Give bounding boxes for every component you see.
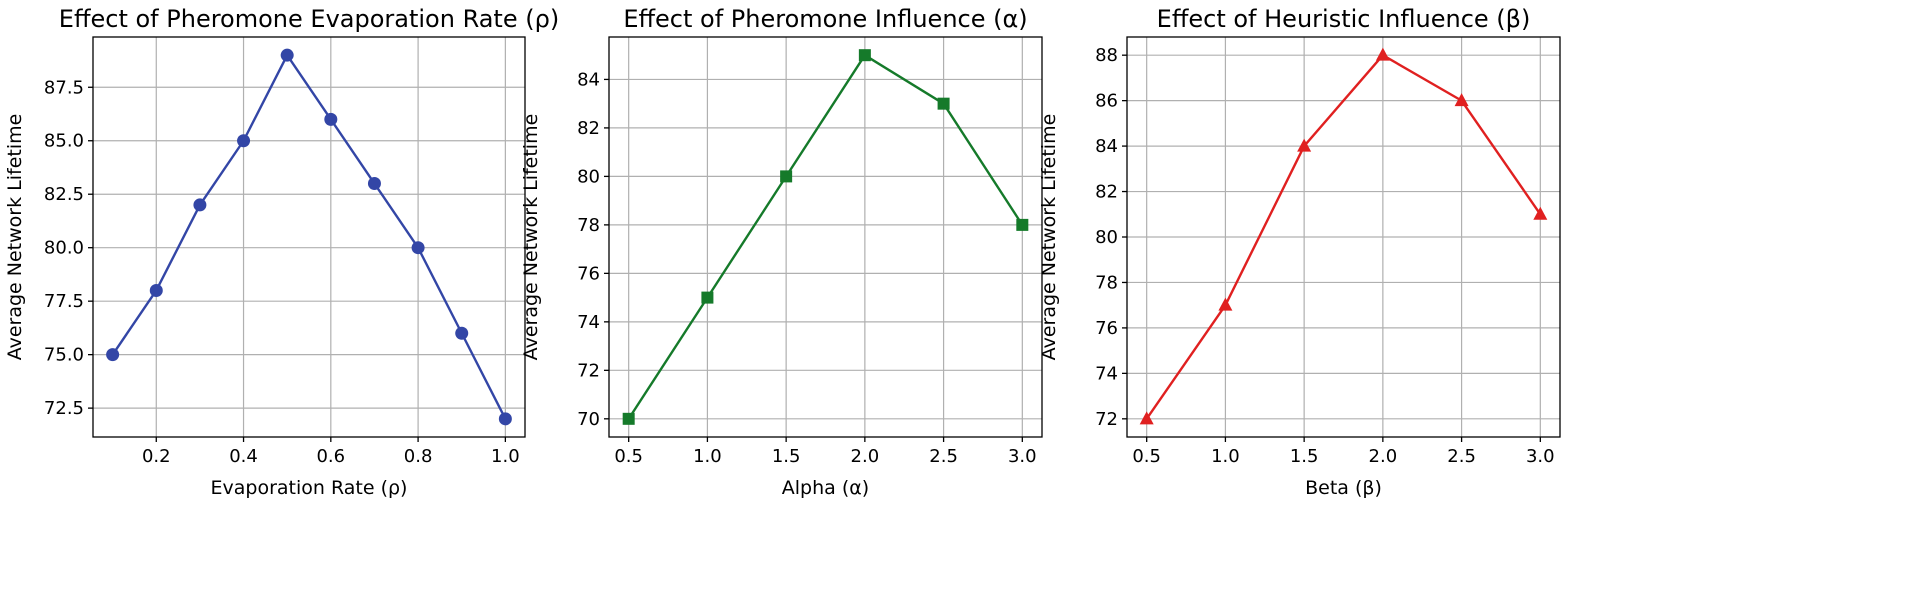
subplot-heuristic-influence: 0.5 1.0 1.5 2.0 2.5 3.0 72 74 76 78 80 82 84 86 88 Effe… — [1038, 5, 1561, 499]
series-line — [111, 53, 507, 420]
data-point-0-2 — [149, 283, 163, 297]
axis-ticks: 0.5 1.0 1.5 2.0 2.5 3.0 70 72 74 76 78 80 82 84 — [577, 69, 1037, 467]
y-tick-label: 78 — [577, 215, 600, 236]
data-markers — [622, 49, 1029, 425]
y-tick-label: 84 — [1095, 136, 1118, 157]
y-tick-label: 70 — [577, 409, 600, 430]
y-tick-label: 72.5 — [44, 398, 84, 419]
y-tick-label: 88 — [1095, 45, 1118, 66]
data-point-0-8 — [411, 241, 425, 255]
data-point-1-5 — [1297, 138, 1312, 152]
x-tick-label: 0.2 — [142, 446, 171, 467]
plot-frame — [608, 36, 1043, 438]
x-tick-label: 0.5 — [1132, 446, 1161, 467]
x-tick-label: 1.5 — [772, 446, 801, 467]
axis-ticks: 0.2 0.4 0.6 0.8 1.0 72.5 75.0 77.5 80.0 82.5 85.0 8… — [44, 77, 520, 467]
y-tick-label: 74 — [577, 312, 600, 333]
subplot-pheromone-influence: 0.5 1.0 1.5 2.0 2.5 3.0 70 72 74 76 78 80 82 84 Effect… — [520, 5, 1043, 499]
y-tick-label: 82 — [1095, 182, 1118, 203]
y-tick-label: 72 — [1095, 409, 1118, 430]
chart-title: Effect of Heuristic Influence (β) — [1157, 5, 1531, 33]
x-tick-label: 1.0 — [693, 446, 722, 467]
y-tick-label: 80 — [577, 166, 600, 187]
x-tick-label: 0.6 — [316, 446, 345, 467]
data-point-3 — [1533, 206, 1548, 220]
y-tick-label: 87.5 — [44, 77, 84, 98]
x-tick-label: 0.8 — [404, 446, 433, 467]
data-point-1 — [701, 291, 714, 304]
x-axis-label: Alpha (α) — [782, 477, 869, 499]
y-tick-label: 80.0 — [44, 238, 84, 259]
data-point-1 — [498, 412, 512, 426]
series-line — [627, 53, 1024, 420]
x-tick-label: 3.0 — [1008, 446, 1037, 467]
x-axis-label: Beta (β) — [1305, 477, 1382, 499]
data-point-1 — [1218, 297, 1233, 311]
data-point-0-5 — [622, 412, 635, 425]
data-point-0-1 — [106, 348, 120, 362]
y-tick-label: 78 — [1095, 272, 1118, 293]
x-axis-label: Evaporation Rate (ρ) — [211, 477, 408, 499]
y-tick-label: 80 — [1095, 227, 1118, 248]
x-tick-label: 3.0 — [1526, 446, 1555, 467]
y-tick-label: 75.0 — [44, 345, 84, 366]
data-point-0-6 — [324, 112, 338, 126]
y-tick-label: 76 — [577, 263, 600, 284]
data-point-0-7 — [367, 177, 381, 191]
y-tick-label: 72 — [577, 360, 600, 381]
subplot-evaporation-rate: 0.2 0.4 0.6 0.8 1.0 72.5 75.0 77.5 80.0 82.5 85.0 8… — [4, 5, 559, 499]
data-point-2-5 — [1454, 93, 1469, 107]
x-tick-label: 2.0 — [851, 446, 880, 467]
x-tick-label: 2.5 — [929, 446, 958, 467]
chart-title: Effect of Pheromone Evaporation Rate (ρ) — [59, 5, 559, 33]
x-tick-label: 1.0 — [491, 446, 520, 467]
data-point-2 — [1375, 47, 1390, 61]
y-tick-label: 85.0 — [44, 131, 84, 152]
chart-title: Effect of Pheromone Influence (α) — [623, 5, 1027, 33]
data-point-2-5 — [937, 97, 950, 110]
y-axis-label: Average Network Lifetime — [520, 114, 542, 361]
y-tick-label: 77.5 — [44, 291, 84, 312]
data-markers — [106, 48, 512, 426]
data-point-0-4 — [237, 134, 251, 148]
y-tick-label: 82.5 — [44, 184, 84, 205]
y-tick-label: 82 — [577, 118, 600, 139]
x-tick-label: 0.4 — [229, 446, 258, 467]
x-tick-label: 1.5 — [1290, 446, 1319, 467]
y-tick-label: 74 — [1095, 363, 1118, 384]
x-tick-label: 2.0 — [1369, 446, 1398, 467]
y-tick-label: 76 — [1095, 318, 1118, 339]
data-point-0-9 — [455, 326, 469, 340]
gridlines — [1127, 37, 1560, 437]
data-point-0-5 — [1139, 411, 1154, 425]
data-point-2 — [858, 49, 871, 62]
y-axis-label: Average Network Lifetime — [1038, 114, 1060, 361]
data-markers — [1139, 47, 1548, 425]
gridlines — [93, 37, 525, 437]
axis-ticks: 0.5 1.0 1.5 2.0 2.5 3.0 72 74 76 78 80 82 84 86 88 — [1095, 45, 1555, 467]
x-tick-label: 2.5 — [1447, 446, 1476, 467]
data-point-1-5 — [780, 170, 793, 183]
x-tick-label: 1.0 — [1211, 446, 1240, 467]
series-line — [1145, 53, 1542, 420]
y-tick-label: 86 — [1095, 91, 1118, 112]
plot-frame — [92, 36, 526, 438]
y-axis-label: Average Network Lifetime — [4, 114, 26, 361]
x-tick-label: 0.5 — [614, 446, 643, 467]
data-point-0-3 — [193, 198, 207, 212]
gridlines — [609, 37, 1042, 437]
y-tick-label: 84 — [577, 69, 600, 90]
data-point-3 — [1016, 218, 1029, 231]
data-point-0-5 — [280, 48, 294, 62]
